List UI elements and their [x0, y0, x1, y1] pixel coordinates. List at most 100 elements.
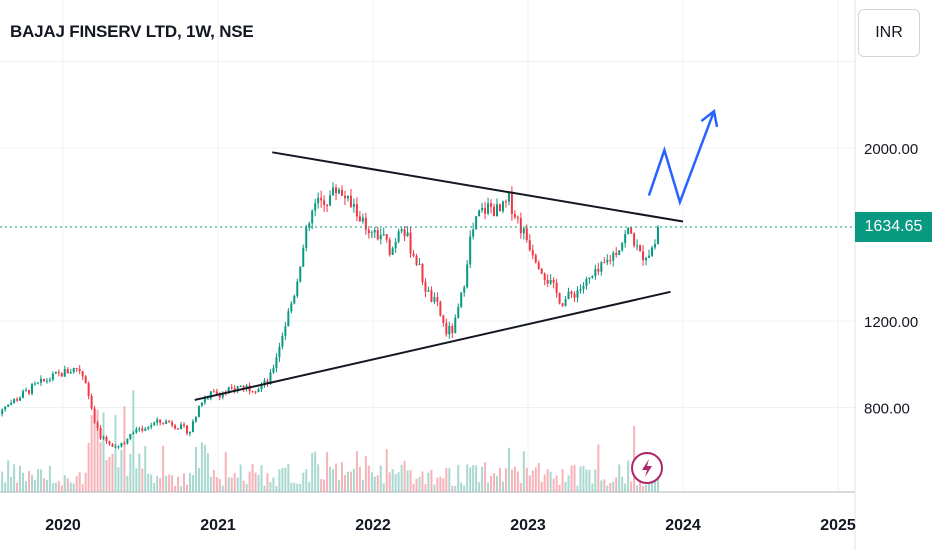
candle-body [48, 379, 51, 381]
candle-body [403, 229, 406, 237]
volume-bar [308, 482, 311, 492]
candle-body [624, 234, 627, 244]
volume-bar [28, 471, 31, 492]
candle-body [373, 230, 376, 233]
candle-body [302, 247, 305, 267]
candle-body [123, 443, 126, 445]
volume-bar [323, 479, 326, 492]
time-tick-label: 2025 [820, 517, 856, 534]
candle-body [174, 425, 177, 429]
volume-bar [388, 472, 391, 492]
volume-bar [215, 477, 218, 492]
volume-bar [224, 452, 227, 492]
volume-bar [525, 467, 528, 492]
candle-body [153, 422, 156, 426]
candle-body [561, 303, 564, 306]
candle-body [475, 216, 478, 230]
volume-bar [305, 469, 308, 492]
candle-body [320, 197, 323, 201]
candle-body [230, 387, 233, 389]
projection-arrow [647, 110, 716, 206]
volume-bar [472, 465, 475, 492]
candle-body [296, 281, 299, 296]
volume-bar [394, 474, 397, 492]
volume-bar [81, 484, 84, 492]
volume-bar [96, 409, 99, 492]
candle-body [314, 203, 317, 211]
candle-body [239, 385, 242, 387]
volume-bar [522, 451, 525, 492]
candle-body [358, 216, 361, 222]
volume-bar [72, 483, 75, 492]
volume-bar [543, 474, 546, 492]
price-tick-label: 1200.00 [864, 314, 918, 331]
candle-body [114, 446, 117, 448]
candle-body [194, 416, 197, 422]
volume-bar [391, 469, 394, 492]
lightning-icon[interactable] [631, 452, 663, 484]
volume-bar [153, 482, 156, 492]
candle-body [126, 438, 129, 444]
volume-bar [39, 469, 42, 492]
candle-body [227, 387, 230, 393]
volume-bar [653, 478, 656, 492]
volume-bar [197, 467, 200, 492]
volume-bar [296, 483, 299, 492]
candle-body [487, 203, 490, 214]
volume-bar [257, 475, 260, 492]
volume-bar [591, 483, 594, 492]
volume-bar [105, 459, 108, 492]
candle-body [209, 391, 212, 399]
volume-bar [311, 452, 314, 492]
candle-body [171, 422, 174, 426]
volume-bar [427, 472, 430, 492]
candle-body [81, 371, 84, 377]
volume-bar [7, 460, 10, 492]
candle-body [484, 207, 487, 214]
volume-bar [630, 481, 633, 492]
volume-bar [221, 485, 224, 492]
candle-body [236, 386, 239, 392]
currency-button[interactable]: INR [858, 9, 920, 57]
candle-body [656, 227, 659, 245]
volume-bar [236, 477, 239, 492]
volume-bar [132, 390, 135, 492]
candle-body [439, 301, 442, 316]
volume-bar [332, 469, 335, 492]
candle-body [281, 336, 284, 347]
candle-body [522, 228, 525, 234]
candle-body [120, 443, 123, 447]
volume-bar [99, 442, 102, 492]
volume-bar [451, 485, 454, 492]
candle-body [341, 189, 343, 196]
volume-bar [108, 456, 111, 492]
candle-body [266, 380, 269, 384]
volume-bar [352, 468, 355, 492]
candle-body [478, 210, 481, 217]
volume-bar [209, 476, 212, 492]
candle-body [257, 389, 260, 393]
candle-body [603, 262, 606, 264]
volume-bar [358, 466, 361, 492]
candle-body [260, 384, 263, 390]
candle-body [183, 424, 186, 426]
candle-body [615, 252, 618, 255]
candle-body [579, 288, 582, 291]
volume-bar [1, 471, 4, 492]
candle-body [549, 279, 552, 284]
candle-body [424, 282, 427, 292]
volume-bar [448, 468, 451, 492]
candle-body [504, 201, 507, 203]
volume-bar [329, 466, 332, 492]
volume-bar [19, 465, 22, 492]
volume-bar [552, 478, 555, 492]
volume-bar [51, 483, 54, 492]
volume-bar [254, 472, 257, 492]
volume-bar [409, 470, 412, 492]
candle-body [329, 195, 332, 206]
candle-body [594, 268, 597, 277]
candle-body [263, 380, 266, 385]
candle-body [269, 372, 272, 384]
candle-body [433, 297, 436, 302]
